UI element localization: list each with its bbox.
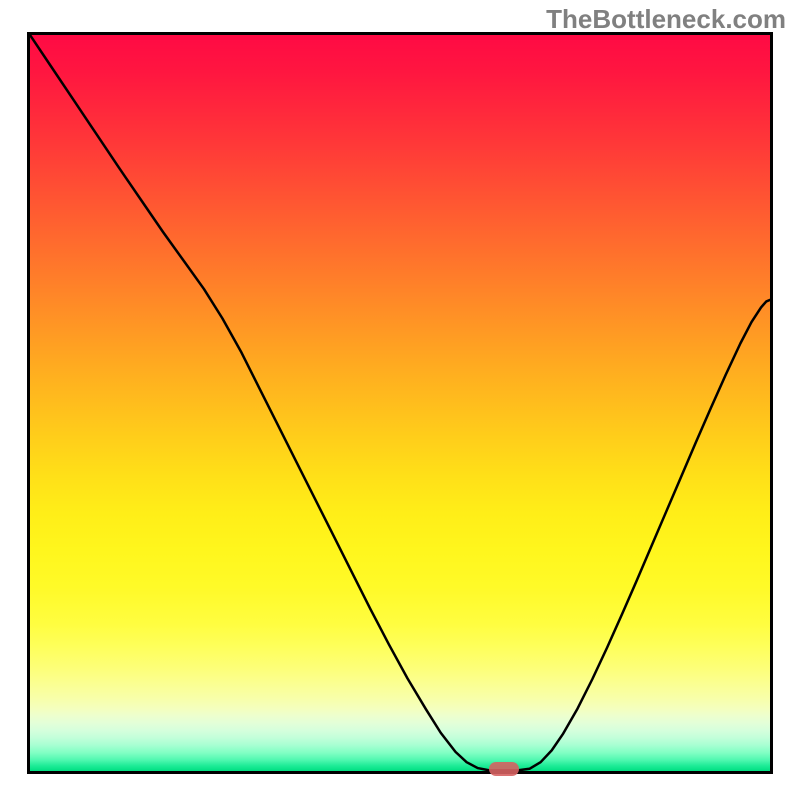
optimal-marker <box>489 762 519 776</box>
plot-svg <box>30 35 770 771</box>
chart-container: TheBottleneck.com <box>0 0 800 800</box>
watermark-text: TheBottleneck.com <box>546 4 786 35</box>
plot-background <box>30 35 770 771</box>
